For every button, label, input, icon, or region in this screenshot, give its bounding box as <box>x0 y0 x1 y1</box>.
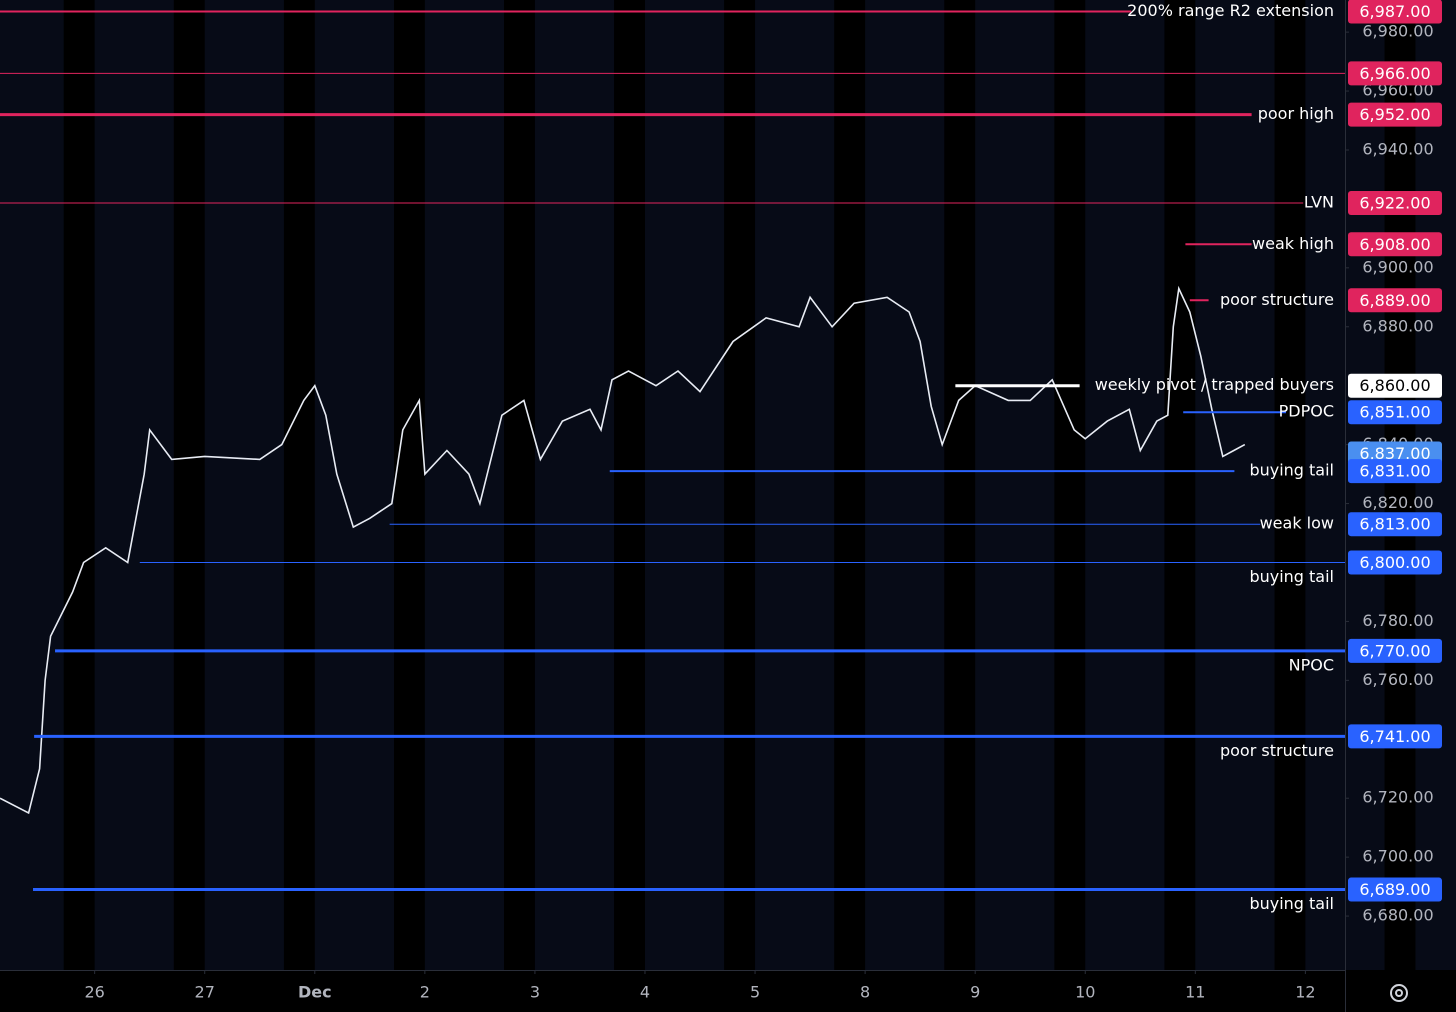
night-band <box>63 0 95 970</box>
price-tag <box>1348 61 1442 86</box>
night-band <box>283 0 315 970</box>
night-band <box>724 0 756 970</box>
level-label: poor high <box>1258 104 1334 123</box>
level-label: poor structure <box>1220 290 1334 309</box>
y-tick-label: 6,720.00 <box>1362 788 1433 807</box>
price-tag <box>1348 102 1442 127</box>
gear-inner[interactable] <box>1395 989 1403 997</box>
price-tag-label: 6,966.00 <box>1359 64 1430 83</box>
night-band <box>834 0 866 970</box>
x-tick-label: 3 <box>530 983 540 1002</box>
y-tick-label: 6,700.00 <box>1362 847 1433 866</box>
y-tick-label: 6,820.00 <box>1362 493 1433 512</box>
night-band <box>173 0 205 970</box>
day-band <box>0 0 64 970</box>
x-tick-label: 8 <box>860 983 870 1002</box>
day-band <box>865 0 945 970</box>
price-tag <box>1348 373 1442 398</box>
price-tag-label: 6,770.00 <box>1359 641 1430 660</box>
price-tag <box>1348 638 1442 663</box>
price-tag-label: 6,800.00 <box>1359 553 1430 572</box>
day-band <box>1085 0 1165 970</box>
day-band <box>755 0 835 970</box>
day-band <box>314 0 395 970</box>
price-tag-label: 6,889.00 <box>1359 291 1430 310</box>
price-tag <box>1348 232 1442 257</box>
level-label: weak low <box>1260 514 1334 533</box>
price-tag <box>1348 877 1442 902</box>
night-band <box>1054 0 1086 970</box>
day-band <box>424 0 505 970</box>
price-tag-label: 6,952.00 <box>1359 105 1430 124</box>
x-tick-label: 5 <box>750 983 760 1002</box>
price-tag-label: 6,851.00 <box>1359 403 1430 422</box>
day-band <box>975 0 1055 970</box>
price-tag <box>1348 512 1442 537</box>
night-band <box>1164 0 1196 970</box>
price-tag-label: 6,837.00 <box>1359 444 1430 463</box>
level-label: buying tail <box>1249 567 1334 586</box>
y-tick-label: 6,680.00 <box>1362 906 1433 925</box>
level-label: PDPOC <box>1279 402 1334 421</box>
day-band <box>1195 0 1275 970</box>
price-tag <box>1348 400 1442 425</box>
day-band <box>204 0 284 970</box>
x-tick-label: 27 <box>195 983 215 1002</box>
x-tick-label: 9 <box>970 983 980 1002</box>
level-label: 200% range R2 extension <box>1127 1 1334 20</box>
price-tag <box>1348 724 1442 749</box>
night-band <box>394 0 425 970</box>
y-tick-label: 6,760.00 <box>1362 670 1433 689</box>
y-tick-label: 6,980.00 <box>1362 22 1433 41</box>
x-tick-label: Dec <box>298 983 332 1002</box>
price-tag-label: 6,813.00 <box>1359 515 1430 534</box>
day-band <box>1415 0 1456 970</box>
gear-outer[interactable] <box>1390 984 1408 1002</box>
level-label: buying tail <box>1249 461 1334 480</box>
settings-icon[interactable] <box>1390 984 1408 1002</box>
day-band <box>534 0 615 970</box>
x-tick-label: 2 <box>420 983 430 1002</box>
level-label: buying tail <box>1249 894 1334 913</box>
price-line <box>0 285 1246 815</box>
price-tag-label: 6,908.00 <box>1359 235 1430 254</box>
price-tag <box>1348 459 1442 484</box>
price-tag <box>1348 0 1442 24</box>
price-tag <box>1348 191 1442 216</box>
night-band <box>504 0 535 970</box>
night-band <box>614 0 645 970</box>
level-label: NPOC <box>1289 655 1334 674</box>
night-band <box>1274 0 1306 970</box>
night-band <box>1384 0 1416 970</box>
price-tag-label: 6,831.00 <box>1359 462 1430 481</box>
x-tick-label: 12 <box>1295 983 1315 1002</box>
price-tag <box>1348 288 1442 313</box>
y-tick-label: 6,940.00 <box>1362 139 1433 158</box>
level-label: poor structure <box>1220 741 1334 760</box>
day-band <box>644 0 725 970</box>
level-label: LVN <box>1304 193 1334 212</box>
level-label: weekly pivot / trapped buyers <box>1095 375 1334 394</box>
price-tag-label: 6,987.00 <box>1359 2 1430 21</box>
x-tick-label: 11 <box>1185 983 1205 1002</box>
y-tick-label: 6,780.00 <box>1362 611 1433 630</box>
x-tick-label: 26 <box>84 983 104 1002</box>
day-band <box>94 0 174 970</box>
x-tick-label: 4 <box>640 983 650 1002</box>
x-tick-label: 10 <box>1075 983 1095 1002</box>
session-bands <box>0 0 1456 970</box>
level-label: weak high <box>1252 234 1334 253</box>
price-tag-label: 6,860.00 <box>1359 376 1430 395</box>
price-tag-label: 6,922.00 <box>1359 194 1430 213</box>
night-band <box>944 0 976 970</box>
y-tick-label: 6,880.00 <box>1362 316 1433 335</box>
price-tag <box>1348 550 1442 575</box>
price-tag-label: 6,689.00 <box>1359 880 1430 899</box>
y-tick-label: 6,900.00 <box>1362 257 1433 276</box>
price-tag-label: 6,741.00 <box>1359 727 1430 746</box>
